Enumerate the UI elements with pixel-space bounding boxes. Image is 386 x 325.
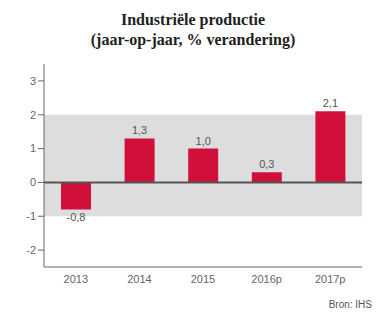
svg-text:-1: -1 — [26, 210, 36, 222]
svg-text:2014: 2014 — [127, 273, 151, 285]
html-text:Bron: IHS: Bron: IHS — [328, 299, 372, 310]
html-text:(jaar-op-jaar, % verandering): (jaar-op-jaar, % verandering) — [90, 31, 296, 48]
svg-text:1,0: 1,0 — [196, 135, 211, 147]
svg-text:2016p: 2016p — [251, 273, 282, 285]
svg-text:2017p: 2017p — [315, 273, 346, 285]
svg-text:-2: -2 — [26, 244, 36, 256]
svg-text:2013: 2013 — [64, 273, 88, 285]
html-text:Industriële productie: Industriële productie — [120, 11, 266, 28]
svg-text:0: 0 — [30, 176, 36, 188]
svg-text:-0,8: -0,8 — [67, 211, 86, 223]
svg-text:2015: 2015 — [191, 273, 215, 285]
svg-text:1,3: 1,3 — [132, 124, 147, 136]
svg-text:3: 3 — [30, 75, 36, 87]
svg-text:0,3: 0,3 — [259, 158, 274, 170]
svg-text:1: 1 — [30, 142, 36, 154]
svg-text:2,1: 2,1 — [323, 97, 338, 109]
svg-text:2: 2 — [30, 109, 36, 121]
